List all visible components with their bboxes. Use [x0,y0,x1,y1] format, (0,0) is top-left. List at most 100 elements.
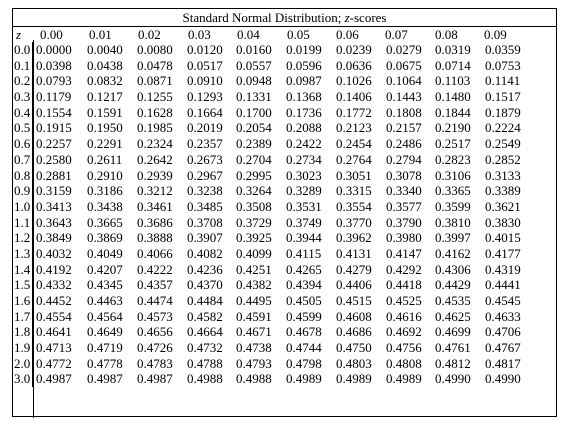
table-cell: 0.4726 [137,340,173,356]
table-cell: 0.2881 [36,167,72,183]
table-cell: 0.4783 [137,355,173,371]
table-cell: 0.2190 [435,120,471,136]
table-cell: 0.4756 [386,340,422,356]
table-row: 1.7 0.4554 0.4564 0.4573 0.4582 0.4591 0.4599 0… [13,308,556,325]
z-value: 0.2 [13,73,33,90]
column-header: 0.04 [237,27,260,42]
table-cell: 0.0359 [485,42,521,57]
table-cell: 0.2967 [187,167,223,183]
z-value: 1.6 [13,293,33,309]
table-cell: 0.4115 [286,245,322,261]
z-value: 0.1 [13,57,33,74]
z-value: 1.2 [13,230,33,246]
table-cell: 0.1064 [386,73,422,89]
table-cell: 0.4495 [236,293,272,308]
z-value: 1.5 [13,277,33,293]
column-header: 0.05 [287,27,310,42]
table-cell: 0.4713 [36,340,72,356]
table-cell: 0.2157 [386,120,422,136]
table-cell: 0.2642 [137,151,173,167]
z-value: 1.7 [13,308,33,325]
table-cell: 0.3051 [336,167,372,183]
table-cell: 0.3212 [137,183,173,199]
table-cell: 0.0636 [336,57,372,73]
table-cell: 0.2224 [485,120,521,136]
table-title: Standard Normal Distribution; z-scores [13,9,556,27]
table-cell: 0.2454 [336,136,372,152]
table-cell: 0.4738 [236,340,272,356]
table-cell: 0.4778 [87,355,123,371]
table-cell: 0.4382 [236,277,272,293]
table-cell: 0.4525 [386,293,422,308]
table-cell: 0.4147 [386,245,422,261]
table-cell: 0.4989 [286,371,322,387]
table-cell: 0.4990 [435,371,471,387]
table-cell: 0.3577 [386,198,422,214]
table-cell: 0.2517 [435,136,471,152]
table-cell: 0.0557 [236,57,272,73]
table-cell: 0.2764 [336,151,372,167]
column-header: 0.06 [336,27,359,42]
table-cell: 0.2995 [236,167,272,183]
table-cell: 0.2852 [485,151,521,167]
table-cell: 0.4987 [137,371,173,387]
table-cell: 0.1406 [336,89,372,105]
table-row: 1.8 0.4641 0.4649 0.4656 0.4664 0.4671 0.4678 0… [13,324,556,341]
table-cell: 0.2422 [286,136,322,152]
table-cell: 0.4177 [485,245,521,261]
table-cell: 0.3133 [485,167,521,183]
table-cell: 0.3531 [286,198,322,214]
table-row: 2.0 0.4772 0.4778 0.4783 0.4788 0.4793 0.4798 0… [13,355,556,372]
table-cell: 0.4692 [386,324,422,340]
table-row: 0.2 0.0793 0.0832 0.0871 0.0910 0.0948 0.0987 0… [13,73,556,90]
table-row: 1.4 0.4192 0.4207 0.4222 0.4236 0.4251 0.4265 0… [13,261,556,278]
table-row: 1.6 0.4452 0.4463 0.4474 0.4484 0.4495 0.4505 0… [13,293,556,309]
table-cell: 0.3315 [336,183,372,199]
table-cell: 0.2123 [336,120,372,136]
table-cell: 0.4988 [187,371,223,387]
table-cell: 0.1772 [336,104,372,120]
table-cell: 0.3413 [36,198,72,214]
table-cell: 0.2088 [286,120,322,136]
table-cell: 0.4808 [386,355,422,371]
table-cell: 0.3485 [187,198,223,214]
table-cell: 0.4192 [36,261,72,277]
table-cell: 0.3749 [286,214,322,230]
table-cell: 0.4515 [336,293,372,308]
table-cell: 0.3508 [236,198,272,214]
table-cell: 0.4641 [36,324,72,340]
table-cell: 0.2611 [87,151,123,167]
table-row: 0.6 0.2257 0.2291 0.2324 0.2357 0.2389 0.2422 0… [13,136,556,152]
table-cell: 0.4222 [137,261,173,277]
table-cell: 0.3729 [236,214,272,230]
table-cell: 0.4744 [286,340,322,356]
table-cell: 0.2823 [435,151,471,167]
table-cell: 0.3925 [236,230,272,246]
table-cell: 0.4989 [336,371,372,387]
table-cell: 0.4678 [286,324,322,340]
table-cell: 0.2910 [87,167,123,183]
table-row: 0.8 0.2881 0.2910 0.2939 0.2967 0.2995 0.3023 0… [13,167,556,184]
table-cell: 0.4616 [386,308,422,324]
table-cell: 0.4131 [336,245,372,261]
z-score-table: Standard Normal Distribution; z-scores z… [12,8,557,418]
table-cell: 0.4554 [36,308,72,324]
table-cell: 0.4686 [336,324,372,340]
table-cell: 0.4706 [485,324,521,340]
table-cell: 0.4732 [187,340,223,356]
table-cell: 0.4319 [485,261,521,277]
table-cell: 0.0478 [137,57,173,73]
z-value: 1.9 [13,340,33,356]
table-cell: 0.0714 [435,57,471,73]
table-cell: 0.3238 [187,183,223,199]
table-cell: 0.1915 [36,120,72,136]
table-cell: 0.4418 [386,277,422,293]
table-cell: 0.4429 [435,277,471,293]
table-cell: 0.4049 [87,245,123,261]
table-cell: 0.4608 [336,308,372,324]
table-row: 0.0 0.0000 0.0040 0.0080 0.0120 0.0160 0.0199 0… [13,42,556,58]
table-row: 0.1 0.0398 0.0438 0.0478 0.0517 0.0557 0.0596 0… [13,57,556,74]
table-cell: 0.3186 [87,183,123,199]
table-cell: 0.2357 [187,136,223,152]
table-cell: 0.3554 [336,198,372,214]
